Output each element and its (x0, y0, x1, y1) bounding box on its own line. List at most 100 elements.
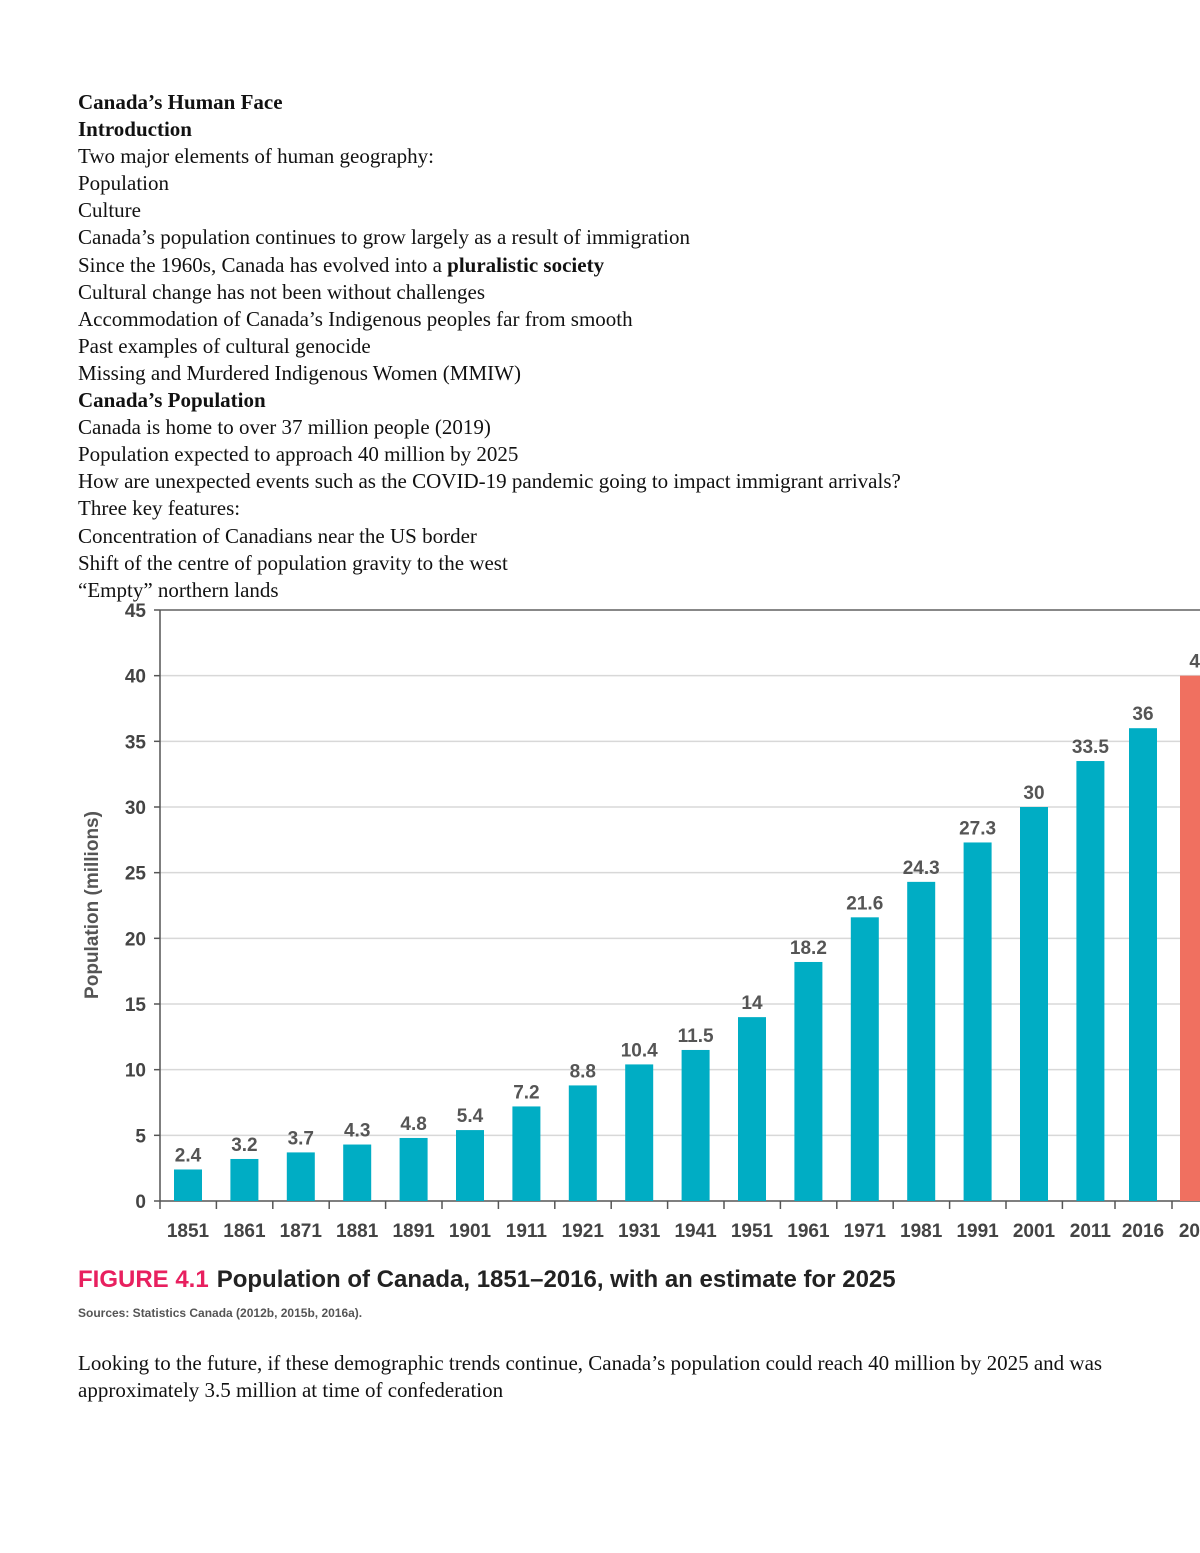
text-line: Cultural change has not been without cha… (78, 279, 901, 306)
x-tick-label: 1921 (562, 1221, 605, 1242)
line-text: Population (78, 171, 170, 196)
x-tick-label: 1851 (167, 1221, 210, 1242)
data-label: 4.3 (344, 1121, 370, 1142)
x-tick-label: 1991 (956, 1221, 999, 1242)
text-line: Canada’s population continues to grow la… (78, 224, 901, 251)
data-label: 10.4 (621, 1040, 658, 1061)
x-tick-label: 1961 (787, 1221, 830, 1242)
text-line: Introduction (78, 116, 901, 143)
x-tick-label: 1951 (731, 1221, 774, 1242)
x-tick-label: 1891 (392, 1221, 435, 1242)
line-text: Shift of the centre of population gravit… (78, 550, 508, 575)
text-line: Canada is home to over 37 million people… (78, 414, 901, 441)
y-axis-title: Population (millions) (82, 811, 103, 999)
figure-title: Population of Canada, 1851–2016, with an… (216, 1266, 896, 1293)
x-tick-label: 1871 (280, 1221, 323, 1242)
line-text: Concentration of Canadians near the US b… (78, 523, 477, 548)
bar-1991 (963, 842, 992, 1201)
bar-2016 (1129, 728, 1157, 1201)
text-line: Past examples of cultural genocide (78, 333, 901, 360)
line-text: Missing and Murdered Indigenous Women (M… (78, 360, 521, 385)
bar-1921 (568, 1085, 597, 1201)
y-tick-label: 30 (125, 798, 146, 819)
x-tick-label: 1981 (900, 1221, 943, 1242)
bar-1981 (907, 881, 936, 1201)
text-line: Since the 1960s, Canada has evolved into… (78, 252, 901, 279)
text-line: Population (78, 170, 901, 197)
y-tick-label: 25 (125, 864, 147, 885)
text-line: Culture (78, 197, 901, 224)
bar-2025 (1180, 675, 1200, 1201)
y-tick-label: 40 (125, 667, 146, 688)
data-label: 24.3 (903, 858, 940, 879)
text-line: Accommodation of Canada’s Indigenous peo… (78, 306, 901, 333)
y-tick-label: 15 (125, 995, 147, 1016)
bar-1911 (512, 1106, 541, 1201)
line-text: Culture (78, 198, 141, 223)
data-label: 40 (1189, 652, 1200, 673)
y-tick-label: 0 (135, 1192, 146, 1213)
line-text: Two major elements of human geography: (78, 144, 435, 169)
bar-1931 (625, 1064, 654, 1201)
x-tick-label: 1911 (506, 1221, 548, 1242)
y-tick-label: 35 (125, 732, 147, 753)
bar-1901 (456, 1130, 484, 1201)
line-text: “Empty” northern lands (78, 577, 279, 602)
x-tick-label: 1931 (618, 1221, 661, 1242)
data-label: 14 (741, 993, 763, 1014)
text-line: Shift of the centre of population gravit… (78, 550, 901, 577)
data-label: 4.8 (400, 1114, 426, 1135)
data-label: 5.4 (457, 1106, 484, 1127)
x-tick-label: 2001 (1013, 1221, 1056, 1242)
bar-1891 (399, 1137, 428, 1201)
line-text: Canada’s Human Face (78, 90, 283, 114)
x-tick-label: 1861 (223, 1221, 266, 1242)
y-tick-label: 20 (125, 929, 146, 950)
x-tick-label: 1881 (336, 1221, 379, 1242)
line-text: Since the 1960s, Canada has evolved into… (78, 252, 448, 277)
data-label: 33.5 (1072, 737, 1109, 758)
x-tick-label: 1901 (449, 1221, 492, 1242)
bar-1861 (230, 1158, 259, 1201)
text-line: Concentration of Canadians near the US b… (78, 523, 901, 550)
text-line: How are unexpected events such as the CO… (78, 468, 901, 495)
data-label: 30 (1023, 783, 1044, 804)
line-text: Three key features: (78, 496, 241, 521)
bar-1881 (343, 1144, 372, 1201)
data-label: 27.3 (959, 818, 996, 839)
data-label: 18.2 (790, 938, 827, 959)
data-label: 3.7 (288, 1128, 314, 1149)
bar-2001 (1020, 807, 1048, 1201)
figure-label: FIGURE 4.1 (78, 1266, 209, 1293)
text-line: Three key features: (78, 495, 901, 522)
bold-term: pluralistic society (447, 252, 605, 277)
text-line: Two major elements of human geography: (78, 143, 901, 170)
data-label: 21.6 (846, 893, 883, 914)
y-tick-label: 5 (135, 1126, 146, 1147)
footer-paragraph: Looking to the future, if these demograp… (78, 1351, 1103, 1402)
figure-sources: Sources: Statistics Canada (2012b, 2015b… (78, 1306, 363, 1320)
line-text: Canada’s population continues to grow la… (78, 225, 690, 250)
line-text: Introduction (78, 117, 192, 142)
bar-1941 (681, 1049, 710, 1201)
x-tick-label: 2016 (1122, 1221, 1164, 1242)
data-label: 7.2 (513, 1082, 539, 1103)
text-line: Canada’s Population (78, 387, 901, 414)
bar-1871 (286, 1152, 315, 1201)
bar-1851 (174, 1169, 202, 1201)
line-text: Canada is home to over 37 million people… (78, 415, 491, 440)
bar-1961 (794, 961, 823, 1201)
text-line: “Empty” northern lands (78, 577, 901, 604)
x-tick-label: 2025 (1179, 1221, 1200, 1242)
x-tick-label: 1941 (674, 1221, 717, 1242)
x-tick-label: 1971 (844, 1221, 887, 1242)
bar-2011 (1076, 761, 1105, 1201)
line-text: How are unexpected events such as the CO… (78, 469, 901, 494)
line-text: Population expected to approach 40 milli… (78, 442, 519, 467)
text-line: Missing and Murdered Indigenous Women (M… (78, 360, 901, 387)
line-text: Cultural change has not been without cha… (78, 279, 486, 304)
y-tick-label: 45 (125, 601, 147, 622)
data-label: 36 (1132, 704, 1153, 725)
data-label: 8.8 (570, 1061, 596, 1082)
